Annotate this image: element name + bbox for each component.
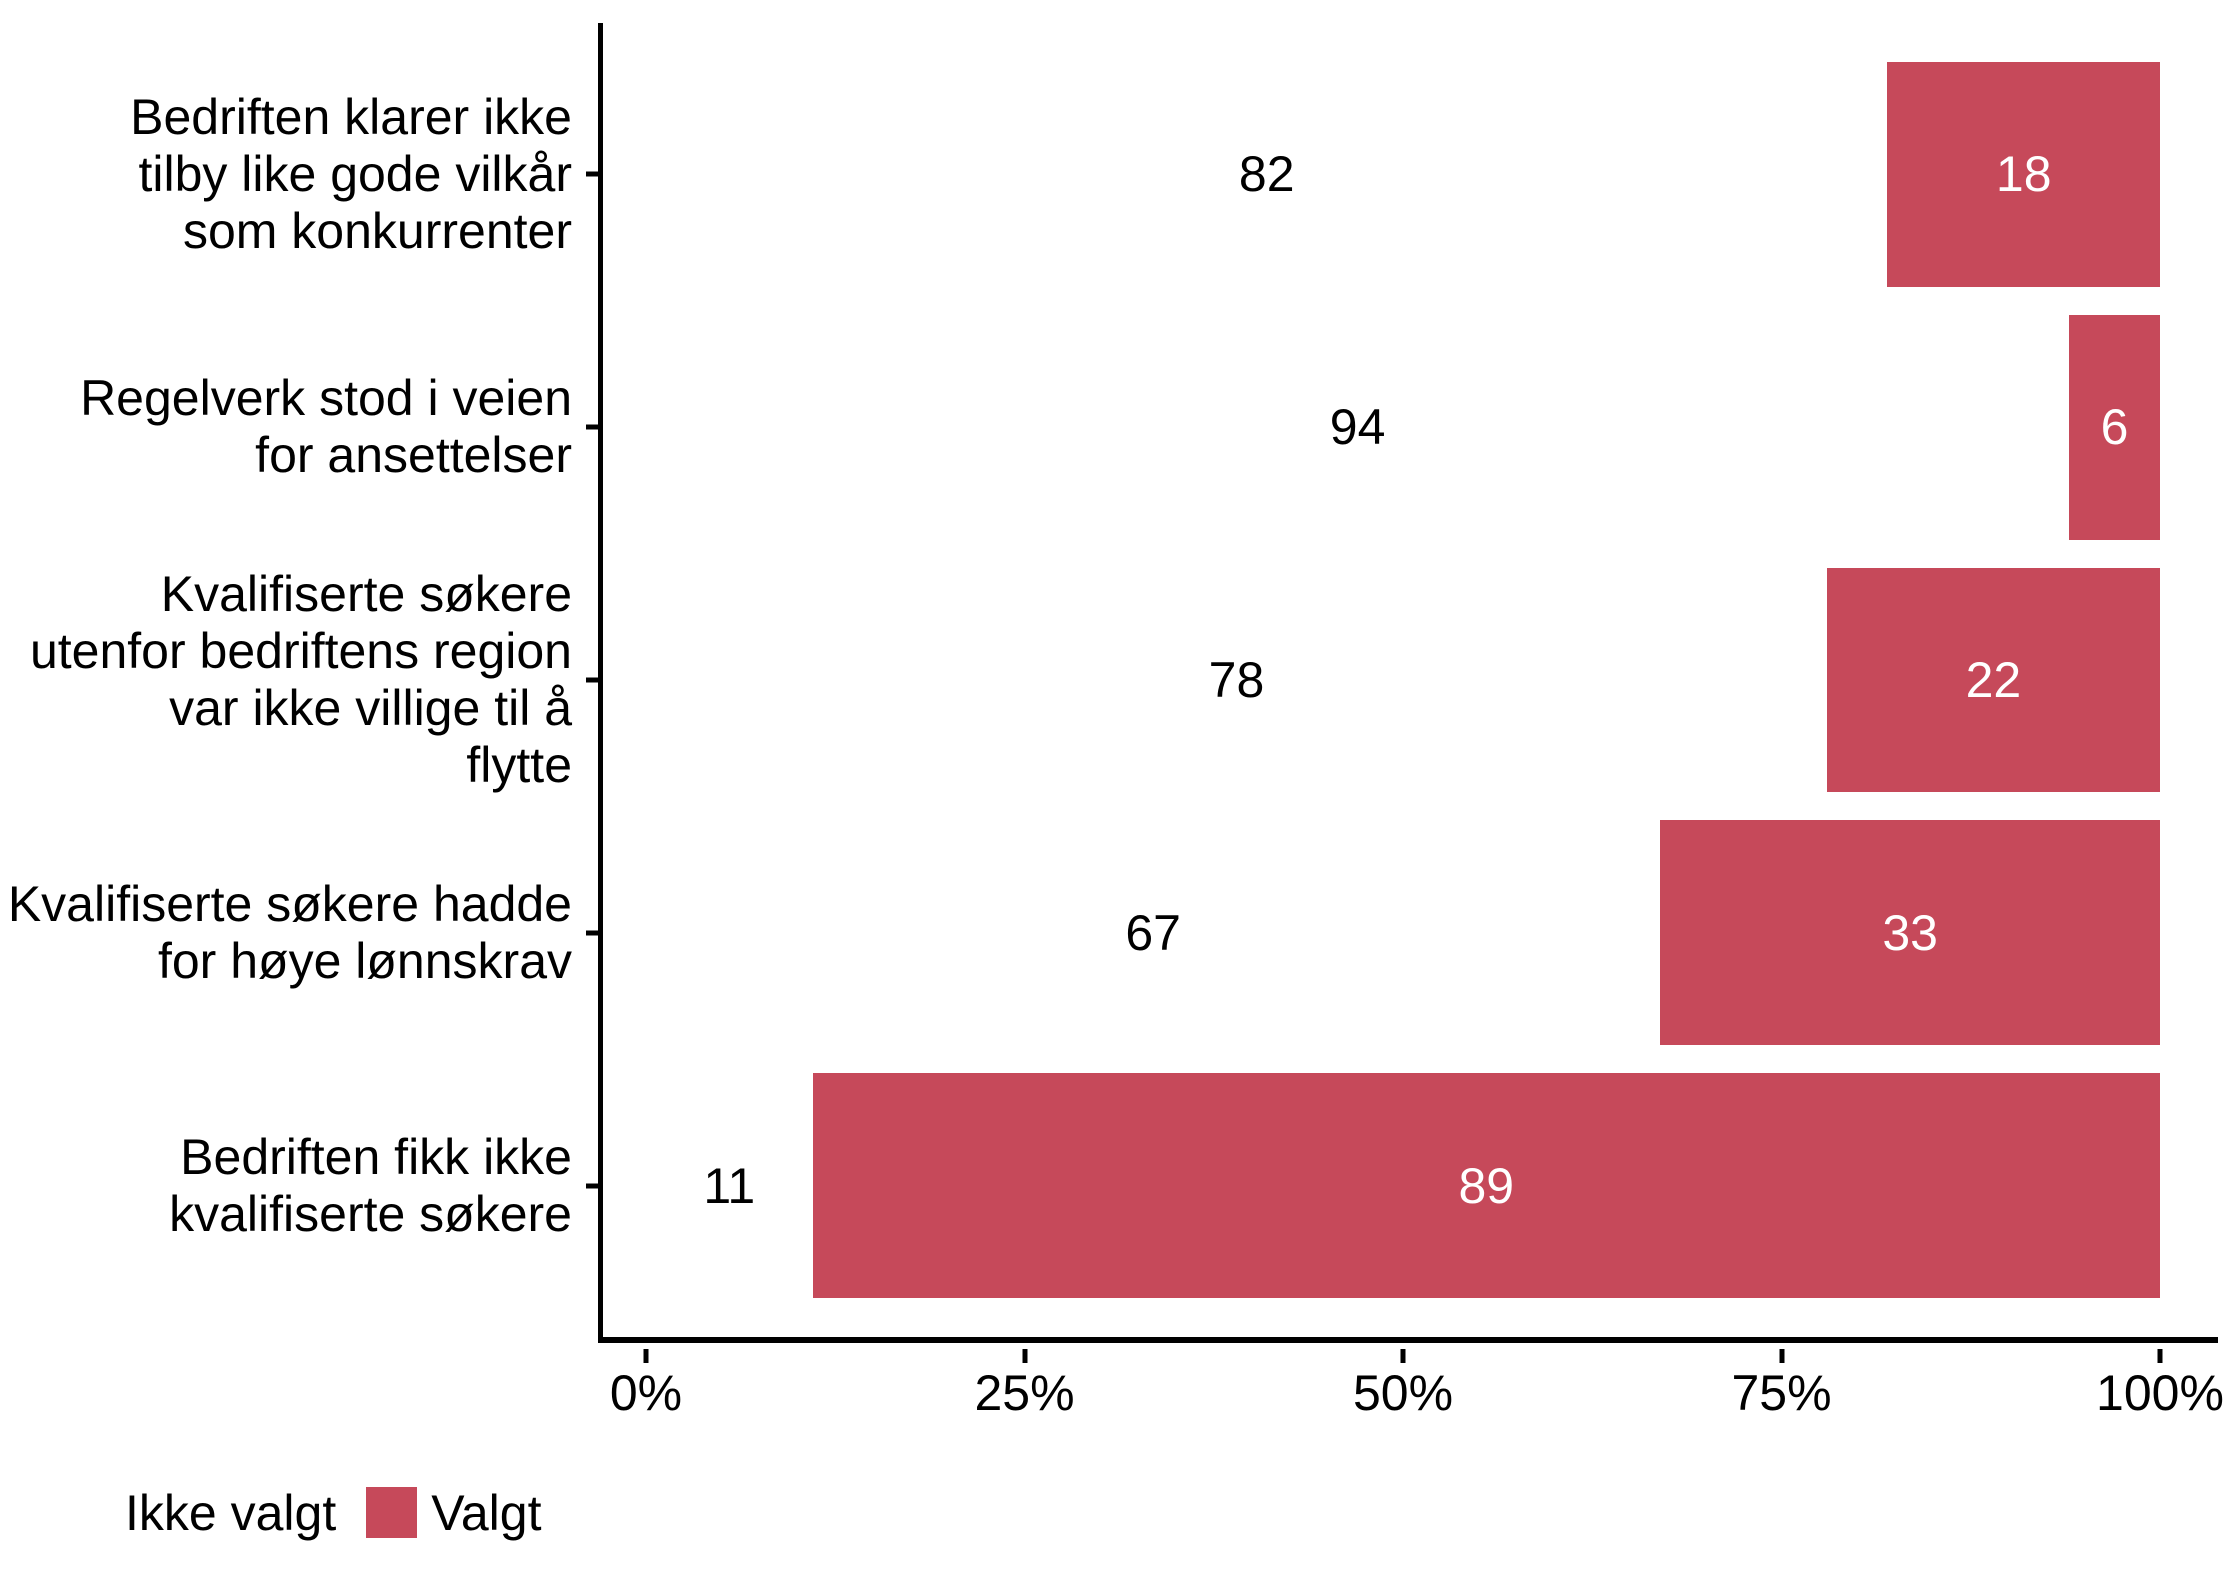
category-label: Kvalifiserte søkere utenfor bedriftens r… (29, 565, 572, 793)
bar-segment-ikke-valgt: 82 (646, 61, 1888, 287)
bar-segment-ikke-valgt: 11 (646, 1073, 813, 1299)
legend-swatch-ikke-valgt (60, 1487, 111, 1538)
legend-swatch-valgt (366, 1487, 418, 1538)
bar-segment-valgt: 22 (1826, 567, 2160, 793)
x-axis-tick-label: 100% (2096, 1365, 2224, 1421)
legend-label: Ikke valgt (125, 1484, 337, 1541)
segment-value-label: 94 (1329, 399, 1386, 456)
x-axis-tick (1779, 1349, 1784, 1363)
segment-value-label: 33 (1882, 904, 1938, 961)
legend-item: Ikke valgt (60, 1484, 336, 1542)
segment-value-label: 22 (1965, 651, 2022, 708)
legend-label: Valgt (431, 1484, 542, 1541)
segment-value-label: 82 (1238, 146, 1295, 203)
y-axis-tick (586, 1183, 598, 1189)
legend: Ikke valgt Valgt (60, 1485, 571, 1541)
category-labels: Bedriften klarer ikke tilby like gode vi… (0, 48, 572, 1312)
bar-segment-valgt: 18 (1887, 61, 2160, 287)
x-axis-tick (1022, 1349, 1027, 1363)
category-label: Regelverk stod i veien for ansettelser (80, 370, 572, 484)
segment-value-label: 6 (2100, 399, 2129, 456)
x-axis-tick-label: 50% (1352, 1365, 1454, 1421)
legend-item: Valgt (366, 1484, 541, 1542)
y-axis-tick (586, 424, 598, 430)
segment-value-label: 18 (1995, 146, 2052, 203)
x-axis-tick (1400, 1349, 1406, 1363)
x-axis-tick-label: 0% (609, 1365, 683, 1421)
y-axis-tick (586, 171, 598, 177)
y-axis-tick (586, 930, 598, 936)
y-axis-tick (586, 677, 598, 683)
bar-segment-valgt: 6 (2069, 314, 2160, 540)
segment-value-label: 11 (703, 1157, 756, 1214)
bar-row: 94 6 (586, 301, 2160, 554)
category-label: Bedriften klarer ikke tilby like gode vi… (130, 88, 572, 259)
x-axis: 0% 25% 50% 75% 100% (610, 1349, 2224, 1439)
bar-row: 11 89 (586, 1059, 2160, 1312)
x-axis-tick-label: 25% (974, 1365, 1075, 1421)
category-label: Kvalifiserte søkere hadde for høye lønns… (7, 875, 572, 989)
segment-value-label: 67 (1125, 904, 1181, 961)
segment-value-label: 89 (1458, 1157, 1515, 1214)
x-axis-tick-label: 75% (1731, 1365, 1832, 1421)
bar-segment-ikke-valgt: 94 (646, 314, 2070, 540)
bar-segment-valgt: 33 (1660, 820, 2160, 1046)
x-axis-tick (643, 1349, 649, 1363)
bar-segment-valgt: 89 (812, 1073, 2160, 1299)
bar-row: 82 18 (586, 48, 2160, 301)
bar-segment-ikke-valgt: 78 (646, 567, 1827, 793)
bar-row: 78 22 (586, 554, 2160, 807)
segment-value-label: 78 (1208, 651, 1265, 708)
bar-segment-ikke-valgt: 67 (646, 820, 1661, 1046)
category-label: Bedriften fikk ikke kvalifiserte søkere (169, 1128, 572, 1242)
plot-panel: 82 18 94 6 78 22 67 33 11 89 (586, 23, 2218, 1343)
bar-row: 67 33 (586, 806, 2160, 1059)
x-axis-tick (2157, 1349, 2163, 1363)
